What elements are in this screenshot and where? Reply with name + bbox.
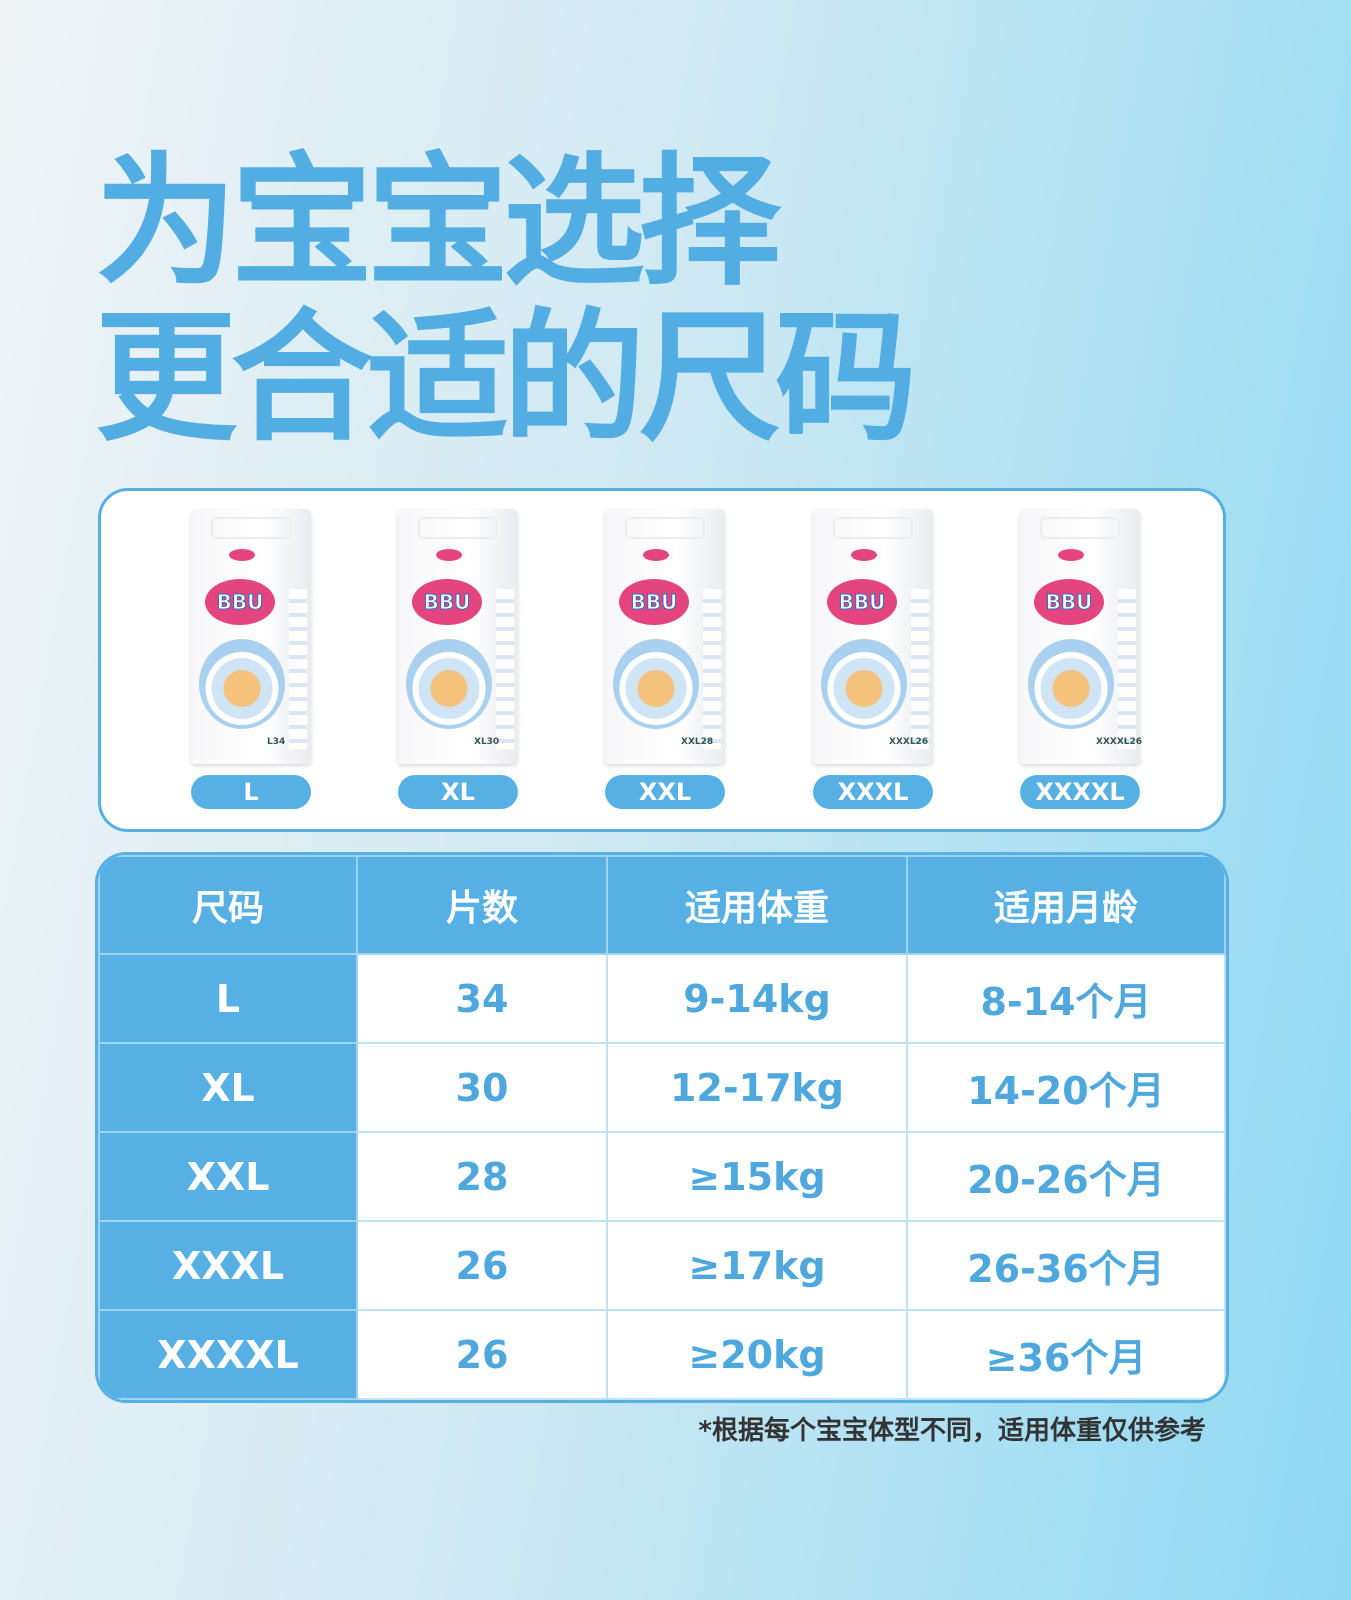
mascot-illustration (199, 639, 285, 729)
package-side-panel (703, 589, 721, 749)
mascot-illustration (821, 639, 907, 729)
size-badge: XXXL (813, 775, 933, 809)
diaper-package-image: BBU XXXL26 (813, 509, 933, 764)
headline: 为宝宝选择 更合适的尺码 (95, 140, 917, 461)
mini-logo-icon (436, 549, 462, 561)
handle-icon (418, 517, 498, 539)
mascot-illustration (613, 639, 699, 729)
headline-line-2: 更合适的尺码 (95, 296, 917, 461)
header-size: 尺码 (98, 855, 358, 955)
handle-icon (1040, 517, 1120, 539)
table-row: XXXL 26 ≥17kg 26-36个月 (98, 1220, 1226, 1311)
table-row: XXL 28 ≥15kg 20-26个月 (98, 1131, 1226, 1222)
cell-count: 30 (356, 1042, 608, 1133)
cell-size: XXXL (98, 1220, 358, 1311)
package-size-label: L34 (267, 737, 286, 747)
cell-size: XXXXL (98, 1309, 358, 1400)
cell-count: 26 (356, 1309, 608, 1400)
header-count: 片数 (356, 855, 608, 955)
diaper-package-image: BBU L34 (191, 509, 311, 764)
product-xxxl: BBU XXXL26 XXXL (803, 509, 943, 819)
diaper-package-image: BBU XL30 (398, 509, 518, 764)
brand-logo: BBU (412, 579, 482, 625)
package-size-label: XXL28 (681, 737, 714, 747)
table-row: XXXXL 26 ≥20kg ≥36个月 (98, 1309, 1226, 1400)
cell-age: 26-36个月 (906, 1220, 1226, 1311)
package-size-label: XXXL26 (889, 737, 929, 747)
package-size-label: XL30 (474, 737, 500, 747)
package-side-panel (1118, 589, 1136, 749)
cell-count: 26 (356, 1220, 608, 1311)
size-badge: XXL (605, 775, 725, 809)
size-chart: 尺码 片数 适用体重 适用月龄 L 34 9-14kg 8-14个月 XL 30 12-17… (98, 855, 1226, 1400)
handle-icon (625, 517, 705, 539)
cell-age: 14-20个月 (906, 1042, 1226, 1133)
cell-size: XXL (98, 1131, 358, 1222)
footnote: *根据每个宝宝体型不同，适用体重仅供参考 (698, 1416, 1206, 1446)
cell-weight: 9-14kg (606, 953, 908, 1044)
cell-age: 20-26个月 (906, 1131, 1226, 1222)
cell-size: XL (98, 1042, 358, 1133)
diaper-package-image: BBU XXXXL26 (1020, 509, 1143, 764)
brand-logo: BBU (827, 579, 897, 625)
cell-weight: ≥20kg (606, 1309, 908, 1400)
brand-logo: BBU (619, 579, 689, 625)
table-row: XL 30 12-17kg 14-20个月 (98, 1042, 1226, 1133)
table-row: L 34 9-14kg 8-14个月 (98, 953, 1226, 1044)
handle-icon (211, 517, 291, 539)
cell-count: 34 (356, 953, 608, 1044)
diaper-package-image: BBU XXL28 (605, 509, 725, 764)
handle-icon (833, 517, 913, 539)
header-weight: 适用体重 (606, 855, 908, 955)
mini-logo-icon (1058, 549, 1084, 561)
package-side-panel (911, 589, 929, 749)
package-size-label: XXXXL26 (1096, 737, 1143, 747)
product-xxxxl: BBU XXXXL26 XXXXL (1010, 509, 1150, 819)
package-side-panel (496, 589, 514, 749)
header-age: 适用月龄 (906, 855, 1226, 955)
mascot-illustration (1028, 639, 1114, 729)
cell-size: L (98, 953, 358, 1044)
cell-weight: ≥15kg (606, 1131, 908, 1222)
brand-logo: BBU (205, 579, 275, 625)
cell-age: ≥36个月 (906, 1309, 1226, 1400)
headline-line-1: 为宝宝选择 (95, 140, 781, 305)
mini-logo-icon (643, 549, 669, 561)
mini-logo-icon (851, 549, 877, 561)
cell-weight: 12-17kg (606, 1042, 908, 1133)
cell-count: 28 (356, 1131, 608, 1222)
size-badge: XXXXL (1020, 775, 1140, 809)
package-side-panel (289, 589, 307, 749)
mascot-illustration (406, 639, 492, 729)
cell-age: 8-14个月 (906, 953, 1226, 1044)
table-header-row: 尺码 片数 适用体重 适用月龄 (98, 855, 1226, 955)
cell-weight: ≥17kg (606, 1220, 908, 1311)
product-xl: BBU XL30 XL (388, 509, 528, 819)
brand-logo: BBU (1034, 579, 1104, 625)
mini-logo-icon (229, 549, 255, 561)
product-xxl: BBU XXL28 XXL (595, 509, 735, 819)
size-badge: XL (398, 775, 518, 809)
size-badge: L (191, 775, 311, 809)
product-lineup: BBU L34 L BBU XL30 XL BBU XXL28 XXL BBU XXXL26 XXXL… (98, 488, 1226, 832)
product-l: BBU L34 L (181, 509, 321, 819)
